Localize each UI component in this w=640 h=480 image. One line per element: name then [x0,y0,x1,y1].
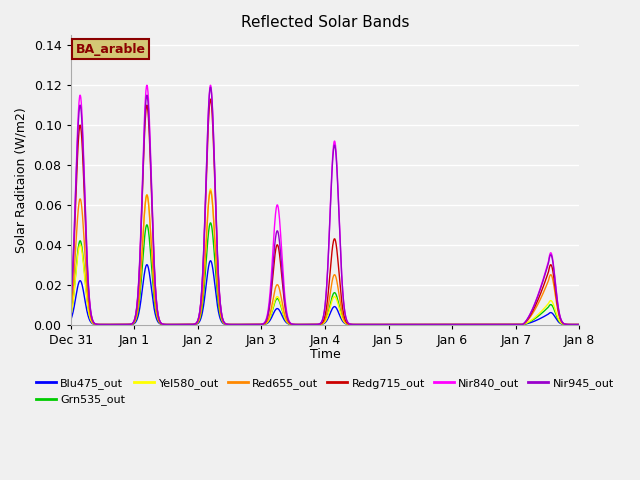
Blu475_out [575,322,583,327]
Redg715_out [468,322,476,327]
Nir945_out [561,321,569,327]
Blu475_out [93,322,100,327]
Line: Nir945_out: Nir945_out [70,87,579,324]
Blu475_out [561,322,569,327]
Grn535_out [67,313,74,319]
Grn535_out [93,322,100,327]
Red655_out [468,322,476,327]
Red655_out [439,322,447,327]
Yel580_out [93,322,100,327]
Line: Yel580_out: Yel580_out [70,189,579,324]
Yel580_out [67,313,74,319]
Grn535_out [207,220,214,226]
Grn535_out [301,322,308,327]
Line: Nir840_out: Nir840_out [70,85,579,324]
Nir945_out [575,322,583,327]
Nir840_out [143,83,151,88]
Red655_out [301,322,308,327]
Line: Blu475_out: Blu475_out [70,261,579,324]
Redg715_out [207,96,214,102]
Nir840_out [93,322,100,327]
Yel580_out [439,322,447,327]
Redg715_out [561,321,569,327]
Nir945_out [207,84,214,90]
Red655_out [67,309,74,315]
Nir840_out [575,322,583,327]
Redg715_out [67,301,74,307]
Red655_out [561,321,569,327]
Nir945_out [439,322,447,327]
Nir840_out [301,322,308,327]
Nir840_out [561,321,569,327]
Red655_out [207,188,214,194]
Blu475_out [561,322,569,327]
Title: Reflected Solar Bands: Reflected Solar Bands [241,15,409,30]
Blu475_out [67,317,74,323]
Yel580_out [301,322,308,327]
Nir840_out [561,321,569,327]
Blu475_out [439,322,447,327]
Line: Red655_out: Red655_out [70,191,579,324]
Nir945_out [67,300,74,305]
Yel580_out [314,322,322,327]
Red655_out [561,322,569,327]
Red655_out [575,322,583,327]
Legend: Blu475_out, Grn535_out, Yel580_out, Red655_out, Redg715_out, Nir840_out, Nir945_: Blu475_out, Grn535_out, Yel580_out, Red6… [31,373,619,410]
Nir945_out [468,322,476,327]
Grn535_out [561,322,569,327]
Blu475_out [207,258,214,264]
Grn535_out [468,322,476,327]
Blu475_out [314,322,322,327]
Nir840_out [468,322,476,327]
Nir945_out [93,322,100,327]
Yel580_out [207,186,214,192]
Line: Redg715_out: Redg715_out [70,99,579,324]
Grn535_out [561,322,569,327]
Nir945_out [561,321,569,327]
Y-axis label: Solar Raditaion (W/m2): Solar Raditaion (W/m2) [15,107,28,253]
Redg715_out [301,322,308,327]
Text: BA_arable: BA_arable [76,43,146,56]
Yel580_out [561,322,569,327]
Nir945_out [314,322,322,327]
Blu475_out [468,322,476,327]
Nir840_out [67,299,74,304]
Yel580_out [575,322,583,327]
X-axis label: Time: Time [310,348,340,361]
Redg715_out [561,321,569,327]
Nir840_out [314,322,322,327]
Redg715_out [439,322,447,327]
Yel580_out [561,322,569,327]
Red655_out [93,322,100,327]
Redg715_out [575,322,583,327]
Grn535_out [575,322,583,327]
Nir945_out [301,322,308,327]
Redg715_out [93,322,100,327]
Blu475_out [301,322,308,327]
Grn535_out [439,322,447,327]
Line: Grn535_out: Grn535_out [70,223,579,324]
Redg715_out [314,322,322,327]
Nir840_out [439,322,447,327]
Grn535_out [314,322,322,327]
Red655_out [314,322,322,327]
Yel580_out [468,322,476,327]
